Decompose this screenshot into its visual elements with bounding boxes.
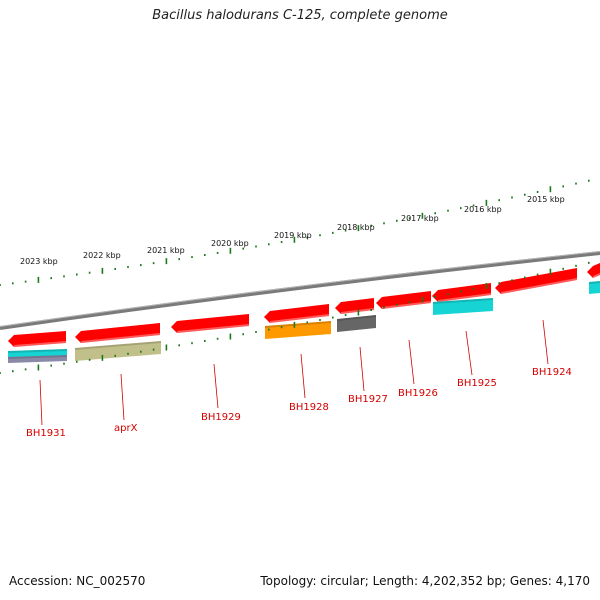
gene-block-gray-1931-edge: [8, 355, 67, 359]
forward-strand-features: [8, 263, 600, 347]
map-title: Bacillus halodurans C-125, complete geno…: [152, 8, 448, 23]
gene-label-bh1927: BH1927: [348, 394, 388, 405]
accession-text: Accession: NC_002570: [9, 574, 146, 588]
gene-block-orange-1928: [265, 321, 331, 339]
leader-aprx: [120, 373, 125, 421]
gene-label-bh1931: BH1931: [26, 428, 66, 439]
kbp-label-2021: 2021 kbp: [147, 246, 185, 255]
gene-block-olive-aprx-edge: [75, 341, 161, 350]
leader-bh1925: [465, 330, 473, 376]
kbp-label-2017: 2017 kbp: [401, 214, 439, 223]
leader-bh1926: [408, 339, 415, 385]
genome-stats-text: Topology: circular; Length: 4,202,352 bp…: [260, 574, 590, 588]
gene-block-gray-1927: [337, 315, 376, 332]
gene-block-gray-1927-edge: [337, 315, 376, 321]
gene-label-bh1924: BH1924: [532, 367, 572, 378]
gene-arrow-red-7: [495, 268, 577, 294]
kbp-label-2020: 2020 kbp: [211, 239, 249, 248]
gene-arrow-red-2: [171, 314, 249, 333]
kbp-scale-labels: 2023 kbp 2022 kbp 2021 kbp 2020 kbp 2019…: [20, 195, 565, 266]
kbp-label-2016: 2016 kbp: [464, 205, 502, 214]
gene-arrow-red-5: [376, 291, 431, 309]
gene-block-cyan-edge: [589, 281, 600, 294]
gene-label-bh1929: BH1929: [201, 412, 241, 423]
outer-tick-track: [0, 179, 590, 286]
gene-label-leaders: [39, 319, 549, 426]
gene-label-aprx: aprX: [114, 423, 138, 434]
gene-arrow-red-3-shade: [270, 314, 329, 323]
gene-block-olive-aprx: [75, 341, 161, 361]
kbp-label-2019: 2019 kbp: [274, 231, 312, 240]
gene-arrow-red-8: [587, 263, 600, 278]
gene-block-cyan-1931-edge: [8, 349, 67, 353]
inner-tick-track: [0, 261, 590, 374]
gene-label-bh1926: BH1926: [398, 388, 438, 399]
gene-arrow-red-5-shade: [382, 301, 431, 309]
gene-arrow-red-8-shade: [593, 273, 600, 278]
kbp-label-2022: 2022 kbp: [83, 251, 121, 260]
gene-block-cyan-1925: [433, 298, 493, 315]
leader-bh1931: [39, 379, 43, 426]
gene-block-cyan-1925-edge: [433, 298, 493, 304]
gene-label-bh1925: BH1925: [457, 378, 497, 389]
kbp-label-2018: 2018 kbp: [337, 223, 375, 232]
gene-arrow-red-4-shade: [341, 308, 374, 314]
genome-backbone: [0, 251, 600, 330]
gene-arrow-red-0: [8, 331, 66, 347]
gene-arrow-red-4: [335, 298, 374, 314]
gene-block-cyan-edge-edge: [589, 281, 600, 284]
reverse-strand-features: [8, 281, 600, 363]
gene-block-gray-1931: [8, 355, 67, 363]
gene-arrow-red-6-shade: [438, 293, 491, 302]
leader-bh1928: [300, 353, 306, 399]
gene-arrow-red-1-shade: [81, 333, 160, 343]
kbp-label-2015: 2015 kbp: [527, 195, 565, 204]
gene-labels: BH1931 aprX BH1929 BH1928 BH1927 BH1926 …: [26, 367, 572, 439]
genome-backbone-shine: [0, 251, 600, 327]
gene-arrow-red-7-shade: [501, 278, 577, 294]
gene-arrow-red-2-shade: [177, 324, 249, 333]
gene-arrow-red-0-shade: [14, 341, 66, 347]
gene-arrow-red-1: [75, 323, 160, 343]
gene-arrow-red-3: [264, 304, 329, 323]
leader-bh1924: [542, 319, 549, 365]
leader-bh1927: [359, 346, 365, 392]
leader-bh1929: [213, 363, 219, 409]
gene-label-bh1928: BH1928: [289, 402, 329, 413]
kbp-label-2023: 2023 kbp: [20, 257, 58, 266]
